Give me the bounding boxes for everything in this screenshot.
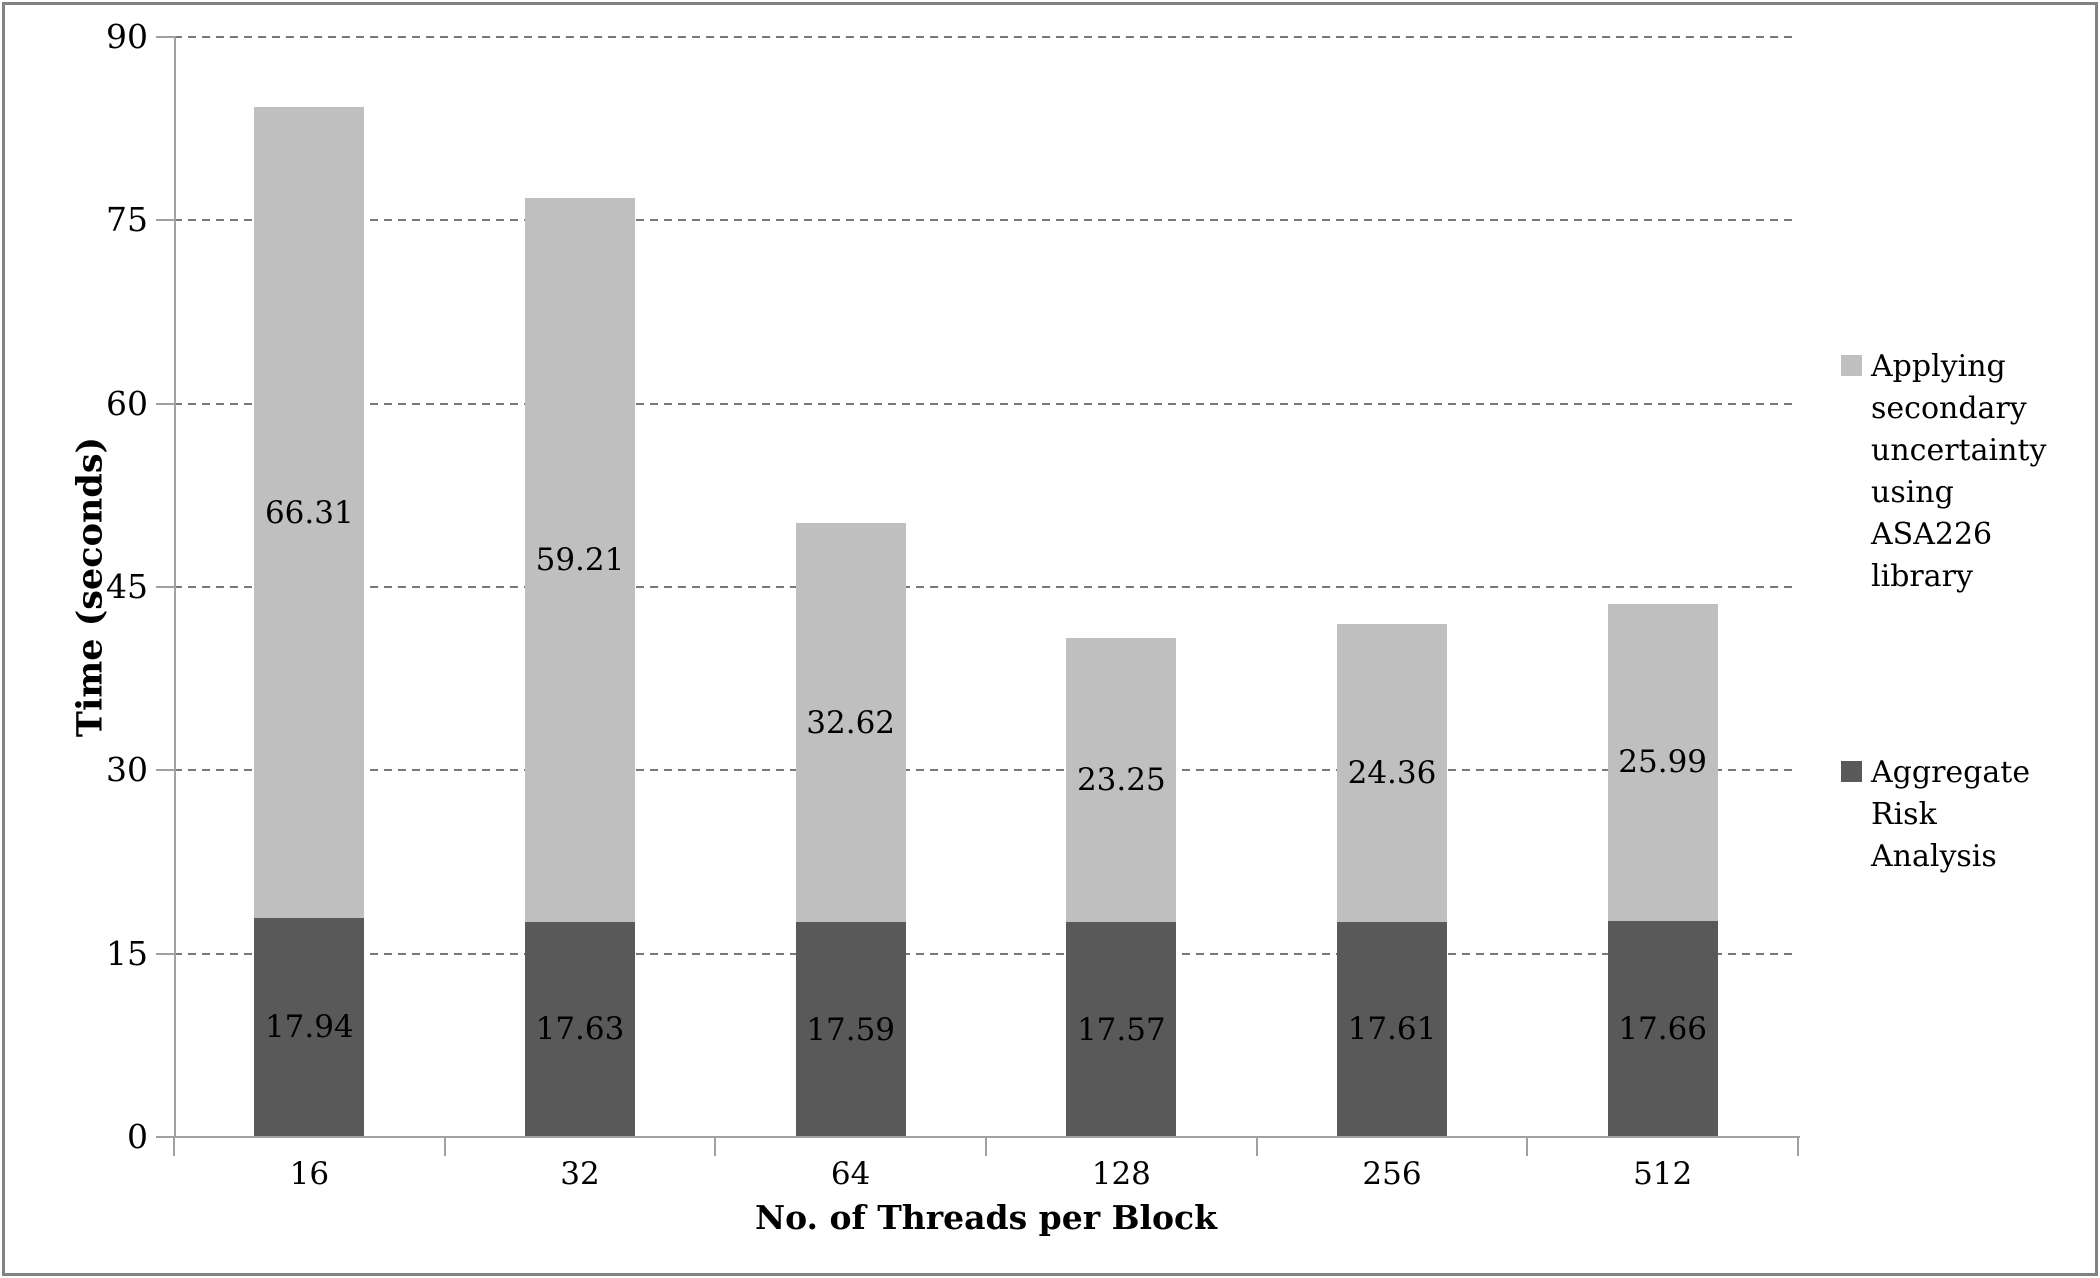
bar-segment-secondary-uncertainty-asa226 [254,107,365,918]
gridline-60 [174,402,1798,405]
bar-value-label-aggregate-risk-analysis: 17.59 [806,1011,896,1048]
bar-value-label-secondary-uncertainty-asa226: 23.25 [1076,762,1166,799]
plot-area [174,36,1798,1137]
x-tick-mark [1255,1138,1258,1156]
bar-value-label-aggregate-risk-analysis: 17.66 [1618,1011,1708,1048]
bar-value-label-secondary-uncertainty-asa226: 59.21 [535,541,625,578]
x-axis-title: No. of Threads per Block [754,1198,1218,1237]
bar-value-label-secondary-uncertainty-asa226: 25.99 [1618,744,1708,781]
y-tick-mark [156,402,176,405]
legend-entry-secondary-uncertainty: Applying secondary uncertainty using ASA… [1841,346,2063,598]
gridline-30 [174,769,1798,772]
y-tick-mark [156,1136,176,1138]
x-category-label: 64 [830,1156,871,1192]
bar-segment-aggregate-risk-analysis [1066,922,1177,1137]
bar-value-label-secondary-uncertainty-asa226: 32.62 [806,704,896,741]
bar-segment-aggregate-risk-analysis [1337,921,1447,1137]
bar-segment-aggregate-risk-analysis [254,917,365,1137]
bar-segment-secondary-uncertainty-asa226 [1066,638,1177,923]
bar-value-label-aggregate-risk-analysis: 17.94 [264,1009,354,1046]
legend-label-secondary-uncertainty: Applying secondary uncertainty using ASA… [1871,349,2047,594]
x-tick-mark [1526,1138,1529,1156]
y-tick-mark [156,219,176,222]
x-tick-mark [714,1138,717,1156]
bar-value-label-secondary-uncertainty-asa226: 24.36 [1347,754,1437,791]
y-tick-mark [156,952,176,955]
x-category-label: 32 [560,1156,600,1192]
legend: Applying secondary uncertainty using ASA… [1841,0,2093,1278]
legend-entry-aggregate-risk: Aggregate Risk Analysis [1841,752,2063,878]
bar-value-label-aggregate-risk-analysis: 17.61 [1347,1011,1437,1048]
x-tick-mark [1797,1138,1799,1156]
x-axis-line [174,1136,1800,1138]
bar-segment-secondary-uncertainty-asa226 [795,523,906,922]
gridline-90 [174,36,1798,38]
legend-swatch-light-gray-square-icon [1841,355,1862,376]
y-tick-label: 90 [106,17,148,56]
bar-segment-aggregate-risk-analysis [1607,921,1718,1137]
x-category-label: 128 [1091,1156,1151,1192]
gridline-45 [174,586,1798,588]
bar-value-label-aggregate-risk-analysis: 17.57 [1076,1011,1166,1048]
legend-swatch-dark-gray-square-icon [1841,761,1862,782]
bar-value-label-aggregate-risk-analysis: 17.63 [535,1011,625,1048]
x-tick-mark [443,1138,446,1156]
gridline-75 [174,219,1798,222]
bar-segment-secondary-uncertainty-asa226 [1337,624,1447,922]
y-tick-mark [156,36,176,38]
y-tick-label: 0 [127,1117,148,1156]
x-category-label: 256 [1362,1156,1422,1192]
x-tick-mark [173,1138,175,1156]
y-tick-label: 30 [106,750,148,790]
legend-label-aggregate-risk: Aggregate Risk Analysis [1871,755,2031,874]
bar-value-label-secondary-uncertainty-asa226: 66.31 [264,494,354,531]
bar-segment-secondary-uncertainty-asa226 [525,197,635,922]
y-tick-label: 45 [106,567,148,606]
x-tick-mark [985,1138,987,1156]
x-category-label: 512 [1633,1156,1693,1192]
y-tick-label: 60 [106,383,148,423]
gridline-15 [174,952,1798,955]
y-tick-label: 15 [106,933,148,973]
y-tick-label: 75 [106,200,148,240]
y-tick-mark [156,769,176,772]
bar-segment-aggregate-risk-analysis [525,921,635,1137]
bar-segment-secondary-uncertainty-asa226 [1607,603,1718,922]
y-tick-mark [156,586,176,588]
bar-segment-aggregate-risk-analysis [795,922,906,1137]
x-category-label: 16 [289,1156,330,1192]
